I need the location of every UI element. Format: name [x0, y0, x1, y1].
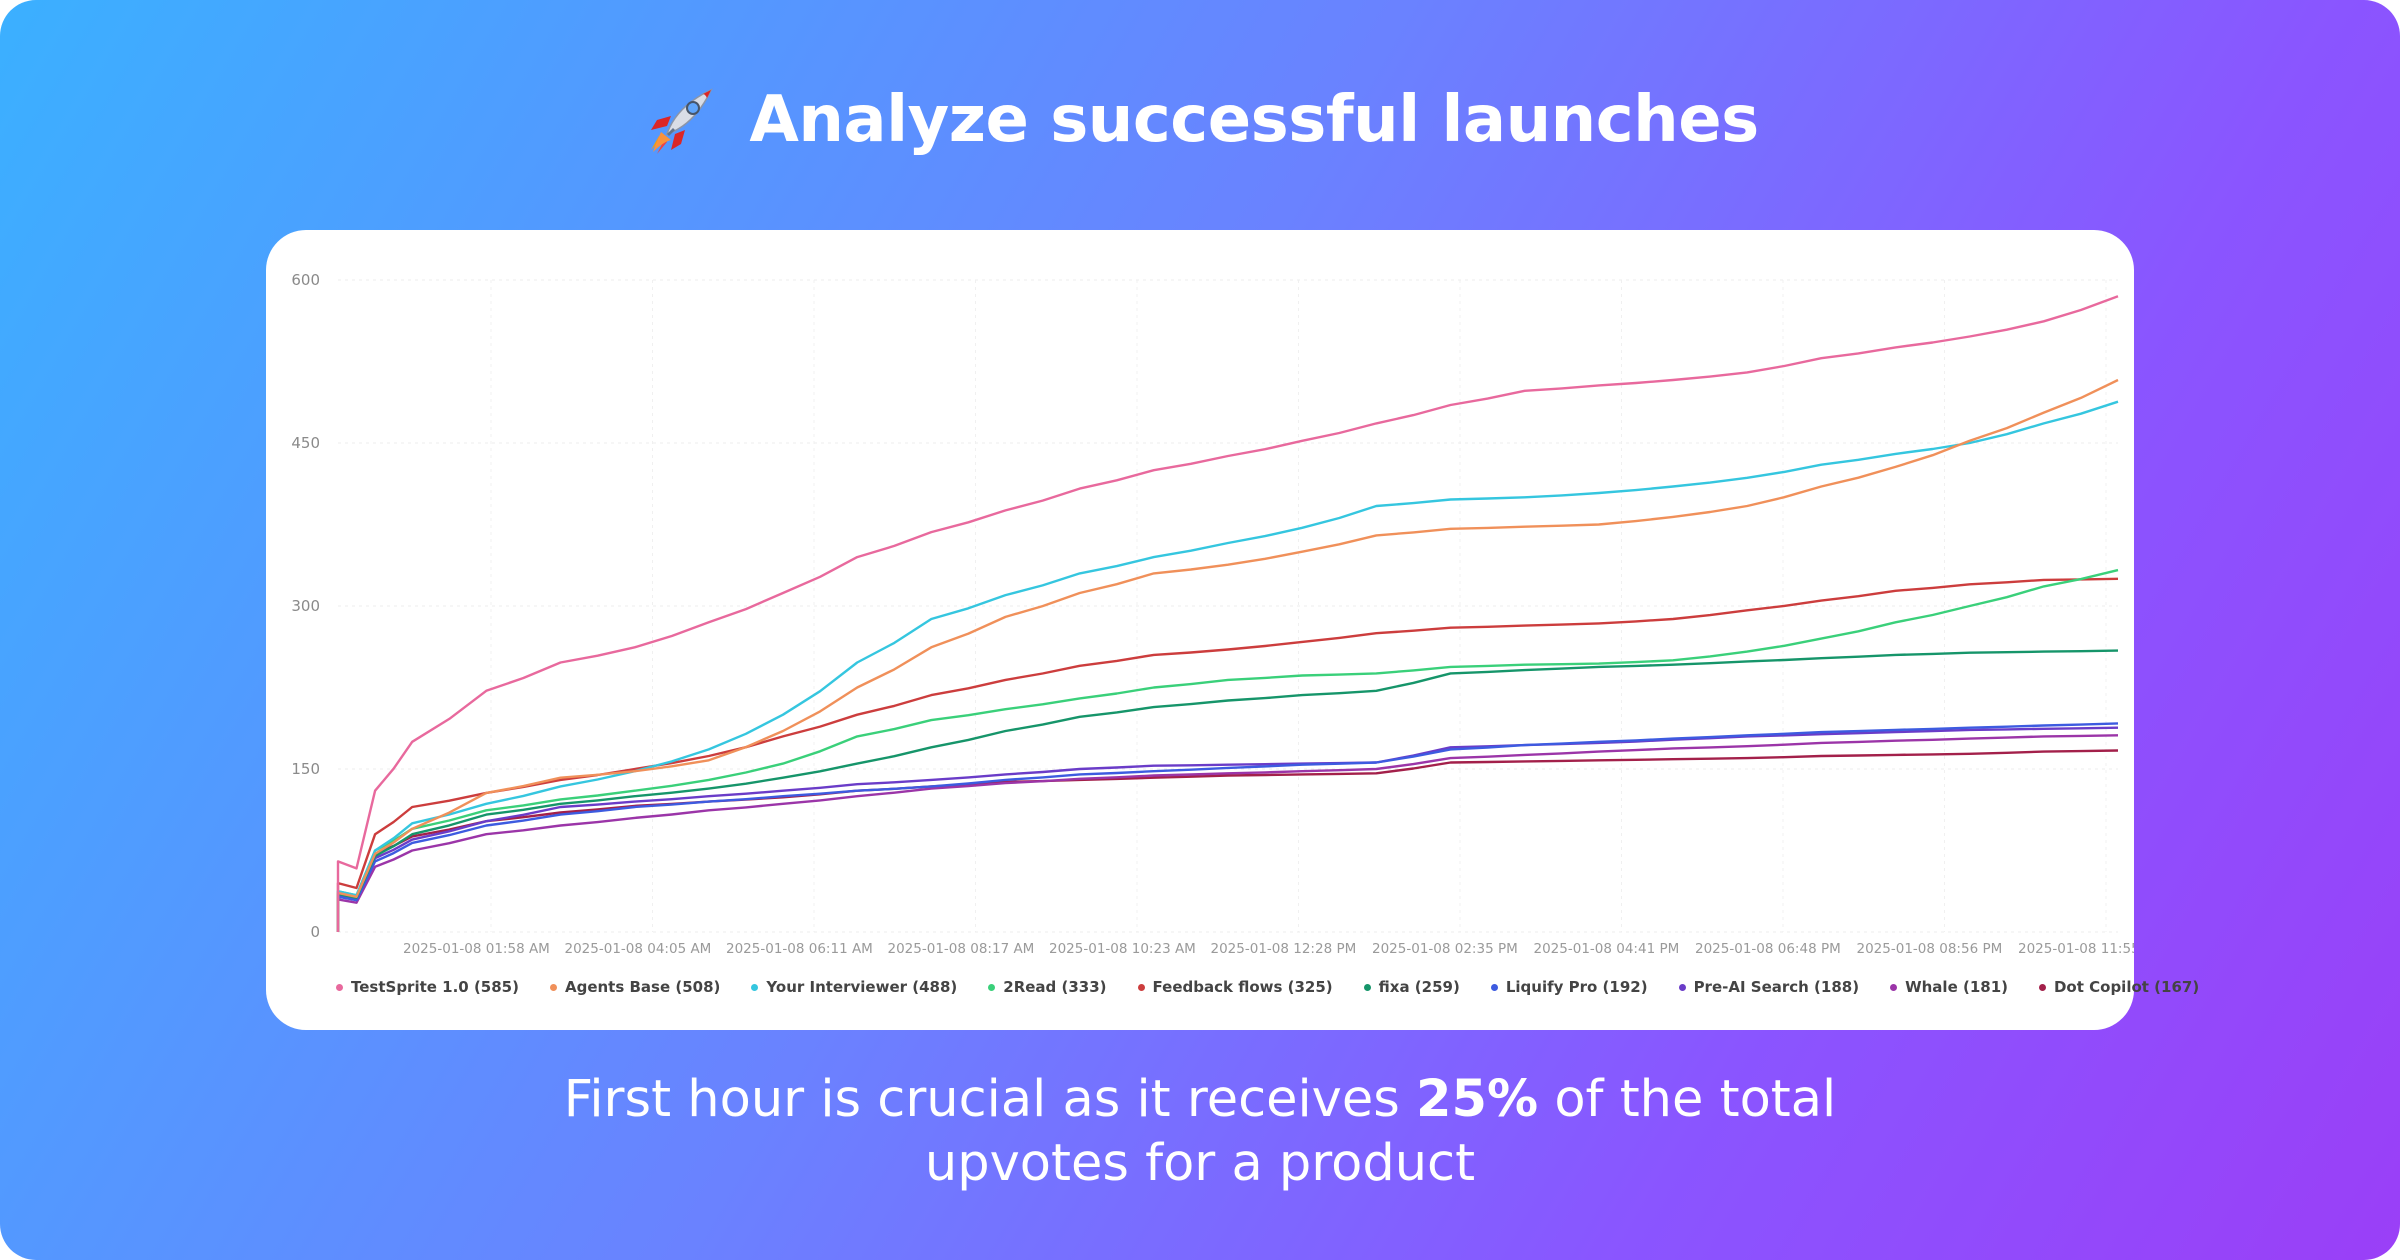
caption-text-before: First hour is crucial as it receives	[563, 1070, 1417, 1129]
x-tick-label: 2025-01-08 04:41 PM	[1534, 941, 1680, 957]
caption: First hour is crucial as it receives 25%…	[0, 1068, 2400, 1196]
legend-item[interactable]: Pre-AI Search (188)	[1678, 978, 1860, 996]
caption-highlight: 25%	[1416, 1070, 1539, 1129]
caption-line-1: First hour is crucial as it receives 25%…	[0, 1068, 2400, 1132]
y-tick-label: 150	[291, 760, 320, 778]
legend-item[interactable]: fixa (259)	[1363, 978, 1460, 996]
legend-swatch	[1363, 983, 1371, 991]
legend-item[interactable]: Agents Base (508)	[549, 978, 721, 996]
rocket-icon	[651, 88, 713, 154]
series-line	[336, 722, 2119, 932]
legend-item[interactable]: Whale (181)	[1890, 978, 2008, 996]
x-tick-label: 2025-01-08 04:05 AM	[565, 941, 712, 957]
legend-swatch	[988, 983, 996, 991]
x-tick-label: 2025-01-08 01:58 AM	[403, 941, 550, 957]
legend-label: Agents Base (508)	[564, 978, 721, 996]
legend-item[interactable]: 2Read (333)	[988, 978, 1107, 996]
legend-label: Liquify Pro (192)	[1505, 978, 1648, 996]
series-line	[336, 734, 2119, 932]
series-line	[336, 568, 2119, 932]
legend-swatch	[751, 983, 759, 991]
y-tick-label: 600	[291, 271, 320, 289]
series-line	[336, 400, 2119, 932]
y-tick-label: 450	[291, 434, 320, 452]
legend-label: TestSprite 1.0 (585)	[351, 978, 519, 996]
caption-line-2: upvotes for a product	[924, 1134, 1476, 1193]
series-line	[336, 577, 2119, 932]
x-tick-label: 2025-01-08 06:48 PM	[1695, 941, 1841, 957]
line-chart: 0 150 300 450 600 2025-01-08 01:58 AM 2025-01-…	[291, 271, 2134, 957]
chart-card: 0 150 300 450 600 2025-01-08 01:58 AM 2025-01-…	[266, 230, 2199, 1030]
legend-item[interactable]: Dot Copilot (167)	[2038, 978, 2200, 996]
legend-item[interactable]: TestSprite 1.0 (585)	[336, 978, 519, 996]
legend-item[interactable]: Liquify Pro (192)	[1490, 978, 1648, 996]
x-tick-label: 2025-01-08 12:28 PM	[1211, 941, 1357, 957]
legend-item[interactable]: Your Interviewer (488)	[751, 978, 957, 996]
legend-label: Pre-AI Search (188)	[1693, 978, 1860, 996]
chart-legend: TestSprite 1.0 (585) Agents Base (508) You…	[336, 972, 2199, 1002]
legend-swatch	[1137, 983, 1145, 991]
legend-label: Whale (181)	[1905, 978, 2008, 996]
legend-swatch	[549, 983, 557, 991]
legend-swatch	[1678, 983, 1686, 991]
y-tick-label: 0	[310, 923, 320, 941]
x-tick-label: 2025-01-08 02:35 PM	[1372, 941, 1518, 957]
y-tick-label: 300	[291, 597, 320, 615]
series-line	[336, 649, 2119, 932]
legend-label: Your Interviewer (488)	[766, 978, 958, 996]
series-line	[336, 378, 2119, 932]
legend-item[interactable]: Feedback flows (325)	[1137, 978, 1333, 996]
x-tick-label: 2025-01-08 11:55 PM	[2018, 941, 2134, 957]
x-tick-label: 2025-01-08 10:23 AM	[1049, 941, 1196, 957]
legend-label: Dot Copilot (167)	[2053, 978, 2200, 996]
x-tick-label: 2025-01-08 08:17 AM	[888, 941, 1035, 957]
series-line	[336, 749, 2119, 932]
legend-label: 2Read (333)	[1003, 978, 1107, 996]
legend-swatch	[2038, 983, 2046, 991]
header: Analyze successful launches	[0, 70, 2400, 170]
legend-swatch	[336, 983, 343, 991]
series-line	[336, 726, 2119, 932]
x-tick-label: 2025-01-08 08:56 PM	[1857, 941, 2003, 957]
legend-label: Feedback flows (325)	[1152, 978, 1333, 996]
page-title: Analyze successful launches	[749, 83, 1759, 157]
x-tick-label: 2025-01-08 06:11 AM	[726, 941, 873, 957]
caption-text-after: of the total	[1538, 1070, 1837, 1129]
legend-swatch	[1890, 983, 1898, 991]
legend-label: fixa (259)	[1378, 978, 1460, 996]
series-line	[336, 295, 2119, 932]
legend-swatch	[1490, 983, 1498, 991]
